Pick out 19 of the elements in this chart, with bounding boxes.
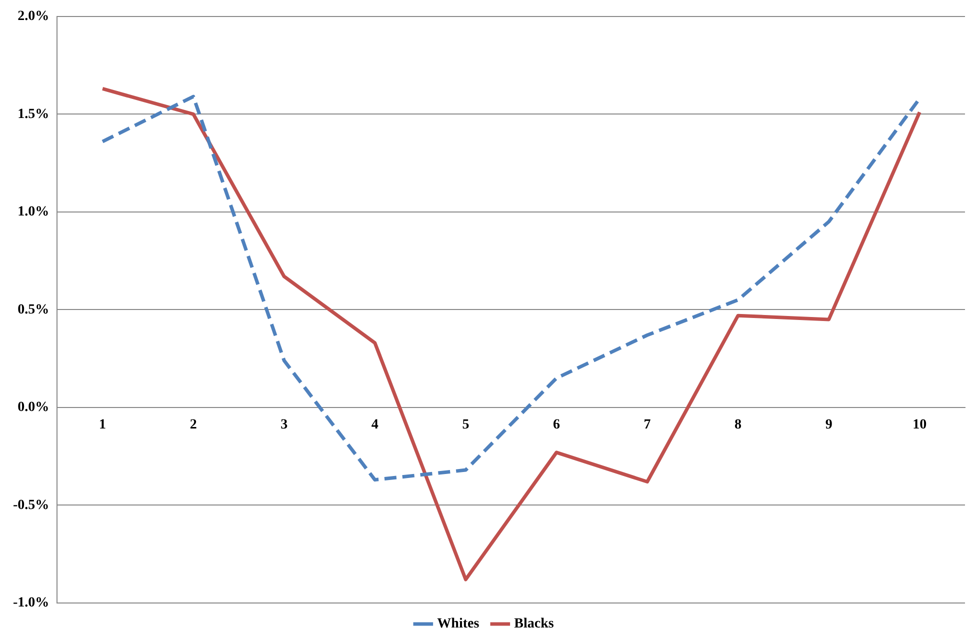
x-tick-label: 5 xyxy=(462,417,470,432)
legend-label: Blacks xyxy=(514,616,554,632)
x-tick-label: 9 xyxy=(825,417,832,432)
x-tick-label: 3 xyxy=(280,417,288,432)
y-tick-label: 0.0% xyxy=(18,400,50,416)
y-tick-label: 1.5% xyxy=(18,106,50,122)
y-tick-label: -1.0% xyxy=(12,596,50,611)
y-tick-label: 2.0% xyxy=(18,9,50,24)
x-tick-label: 7 xyxy=(644,417,651,432)
x-tick-label: 4 xyxy=(371,417,378,432)
y-tick-label: 0.5% xyxy=(18,302,50,318)
x-tick-label: 8 xyxy=(734,417,742,432)
x-tick-label: 10 xyxy=(912,417,927,432)
x-tick-label: 6 xyxy=(552,417,560,432)
legend-label: Whites xyxy=(437,616,480,632)
y-tick-label: 1.0% xyxy=(18,204,50,220)
x-tick-label: 2 xyxy=(190,417,197,432)
x-tick-label: 1 xyxy=(99,417,106,432)
y-tick-label: -0.5% xyxy=(12,498,50,513)
